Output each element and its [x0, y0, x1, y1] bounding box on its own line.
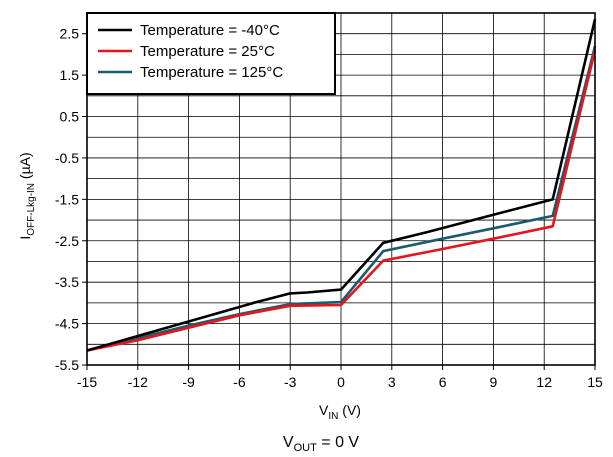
series-line-2: [86, 45, 597, 352]
legend-label-2: Temperature = 125°C: [140, 64, 283, 81]
x-tick-label: -9: [182, 374, 195, 390]
y-tick-label: -3.5: [55, 274, 79, 290]
y-tick-label: -1.5: [55, 191, 79, 207]
legend-label-1: Temperature = 25°C: [140, 43, 275, 60]
x-tick-label: -6: [233, 374, 246, 390]
y-tick-label: -4.5: [55, 316, 79, 332]
series-line-0: [86, 18, 597, 352]
legend-box: [86, 12, 336, 95]
x-axis-title: VIN (V): [319, 402, 361, 422]
x-tick-label: 15: [587, 374, 603, 390]
series-layer: [86, 18, 597, 352]
x-tick-label: -12: [128, 374, 148, 390]
y-tick-label: -0.5: [55, 150, 79, 166]
y-tick-label: 0.5: [60, 109, 80, 125]
x-tick-label: -3: [284, 374, 297, 390]
legend: Temperature = -40°C Temperature = 25°C Tem…: [86, 12, 336, 95]
legend-label-0: Temperature = -40°C: [140, 22, 280, 39]
grid-lines: [87, 13, 595, 365]
y-axis-title: IOFF-Lkg-IN (µA): [17, 152, 37, 239]
series-line-1: [86, 49, 597, 352]
chart-caption: VOUT = 0 V: [283, 434, 359, 454]
y-tick-label: -2.5: [55, 233, 79, 249]
y-tick-labels: -5.5 -4.5 -3.5 -2.5 -1.5 -0.5 0.5 1.5 2.5: [55, 26, 87, 373]
y-tick-label: 2.5: [60, 26, 80, 42]
x-tick-label: 0: [337, 374, 345, 390]
x-tick-label: 6: [439, 374, 447, 390]
x-tick-label: 3: [388, 374, 396, 390]
y-tick-label: 1.5: [60, 67, 80, 83]
x-tick-label: -15: [77, 374, 97, 390]
x-tick-label: 9: [490, 374, 498, 390]
y-tick-label: -5.5: [55, 357, 79, 373]
x-tick-label: 12: [536, 374, 552, 390]
x-tick-labels: -15 -12 -9 -6 -3 0 3 6 9 12 15: [77, 365, 603, 390]
